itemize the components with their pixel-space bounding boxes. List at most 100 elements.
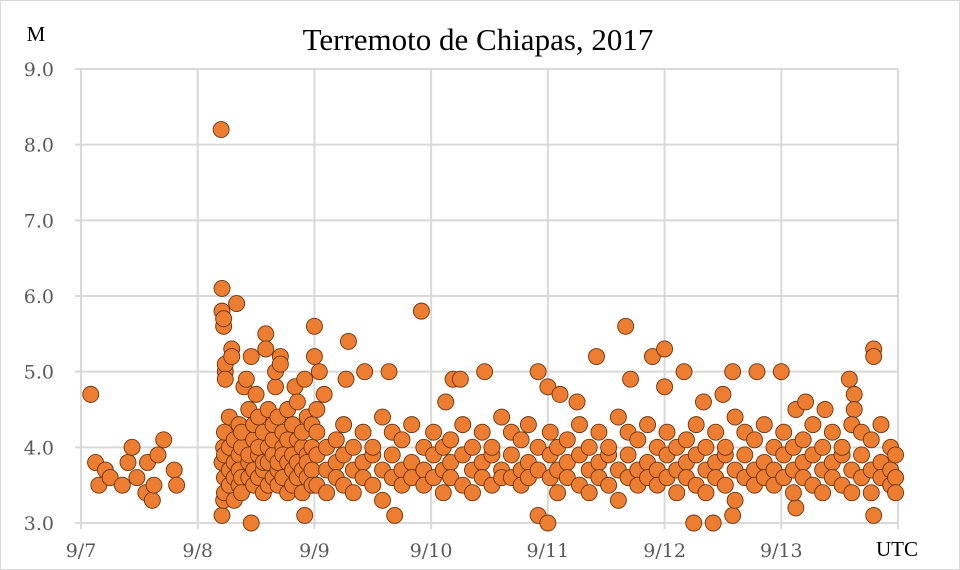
data-point bbox=[310, 363, 328, 381]
data-point bbox=[619, 446, 637, 464]
data-point bbox=[335, 416, 353, 434]
data-point bbox=[600, 476, 618, 494]
y-axis-label: M bbox=[27, 22, 46, 46]
data-point bbox=[588, 348, 605, 365]
data-point bbox=[784, 484, 802, 502]
data-point bbox=[707, 423, 725, 441]
data-point bbox=[223, 348, 241, 365]
data-point bbox=[668, 484, 686, 502]
y-tick-label: 3.0 bbox=[24, 513, 54, 535]
data-point bbox=[128, 469, 146, 487]
data-point bbox=[296, 506, 314, 524]
x-tick-label: 9/7 bbox=[66, 540, 97, 562]
data-point bbox=[814, 438, 832, 456]
tick-labels: 3.0 4.0 5.0 6.0 7.0 8.0 9.0 9/7 9/8 9/9 9/10 9/11 9/… bbox=[24, 59, 803, 562]
data-point bbox=[237, 370, 255, 388]
data-point bbox=[697, 484, 715, 502]
data-point bbox=[308, 401, 326, 418]
data-point bbox=[541, 423, 559, 441]
data-point bbox=[840, 370, 858, 388]
data-point bbox=[233, 484, 250, 502]
data-point bbox=[213, 506, 231, 524]
x-axis-label: UTC bbox=[876, 537, 918, 561]
data-point bbox=[580, 438, 598, 456]
data-point bbox=[558, 469, 576, 487]
data-point bbox=[845, 401, 863, 418]
data-point bbox=[143, 491, 161, 509]
data-point bbox=[549, 484, 567, 502]
data-point bbox=[216, 370, 234, 388]
data-point bbox=[228, 295, 246, 313]
data-point bbox=[340, 332, 357, 350]
data-point bbox=[529, 461, 547, 479]
data-point bbox=[724, 506, 742, 524]
data-point bbox=[393, 431, 411, 449]
data-point bbox=[529, 438, 547, 456]
chart-title: Terremoto de Chiapas, 2017 bbox=[303, 22, 654, 57]
data-point bbox=[344, 484, 362, 502]
data-point bbox=[887, 446, 905, 464]
data-point bbox=[149, 446, 167, 464]
data-point bbox=[639, 416, 657, 434]
data-point bbox=[364, 476, 382, 494]
data-point bbox=[437, 393, 455, 411]
data-point bbox=[845, 385, 863, 403]
data-point bbox=[617, 317, 635, 335]
data-point bbox=[656, 340, 674, 358]
data-points bbox=[82, 121, 905, 532]
data-point bbox=[704, 514, 722, 532]
data-point bbox=[714, 385, 732, 403]
data-point bbox=[685, 514, 703, 532]
data-point bbox=[247, 385, 265, 403]
data-point bbox=[887, 484, 905, 502]
x-tick-label: 9/13 bbox=[760, 540, 803, 562]
data-point bbox=[257, 325, 275, 343]
data-point bbox=[315, 385, 333, 403]
data-point bbox=[242, 514, 260, 532]
data-point bbox=[571, 416, 588, 434]
data-point bbox=[476, 363, 494, 381]
data-point bbox=[123, 438, 141, 456]
data-point bbox=[580, 484, 598, 502]
data-point bbox=[609, 491, 627, 509]
data-point bbox=[697, 438, 715, 456]
data-point bbox=[519, 416, 537, 434]
data-point bbox=[833, 438, 851, 456]
y-tick-label: 7.0 bbox=[24, 210, 54, 232]
data-point bbox=[775, 423, 793, 441]
data-point bbox=[529, 363, 547, 381]
data-point bbox=[539, 378, 557, 396]
data-point bbox=[305, 317, 323, 335]
data-point bbox=[726, 491, 744, 509]
data-point bbox=[887, 469, 905, 487]
data-point bbox=[862, 484, 880, 502]
data-point bbox=[213, 279, 231, 297]
data-point bbox=[853, 446, 870, 464]
data-point bbox=[872, 416, 890, 434]
data-point bbox=[568, 393, 586, 411]
data-point bbox=[483, 438, 501, 456]
data-point bbox=[716, 476, 734, 494]
x-tick-label: 9/12 bbox=[643, 540, 686, 562]
data-point bbox=[434, 484, 452, 502]
data-point bbox=[383, 446, 401, 464]
data-point bbox=[558, 431, 576, 449]
data-point bbox=[794, 431, 812, 449]
data-point bbox=[726, 408, 744, 426]
data-point bbox=[814, 484, 832, 502]
data-point bbox=[145, 476, 163, 494]
data-point bbox=[843, 484, 861, 502]
data-point bbox=[695, 393, 712, 411]
data-point bbox=[643, 348, 661, 365]
data-point bbox=[609, 408, 627, 426]
data-point bbox=[804, 416, 822, 434]
data-point bbox=[296, 370, 314, 388]
data-point bbox=[119, 454, 137, 471]
data-point bbox=[267, 378, 284, 396]
data-point bbox=[716, 438, 734, 456]
data-point bbox=[303, 461, 321, 479]
data-point bbox=[865, 348, 883, 365]
data-point bbox=[82, 385, 100, 403]
data-point bbox=[736, 446, 754, 464]
